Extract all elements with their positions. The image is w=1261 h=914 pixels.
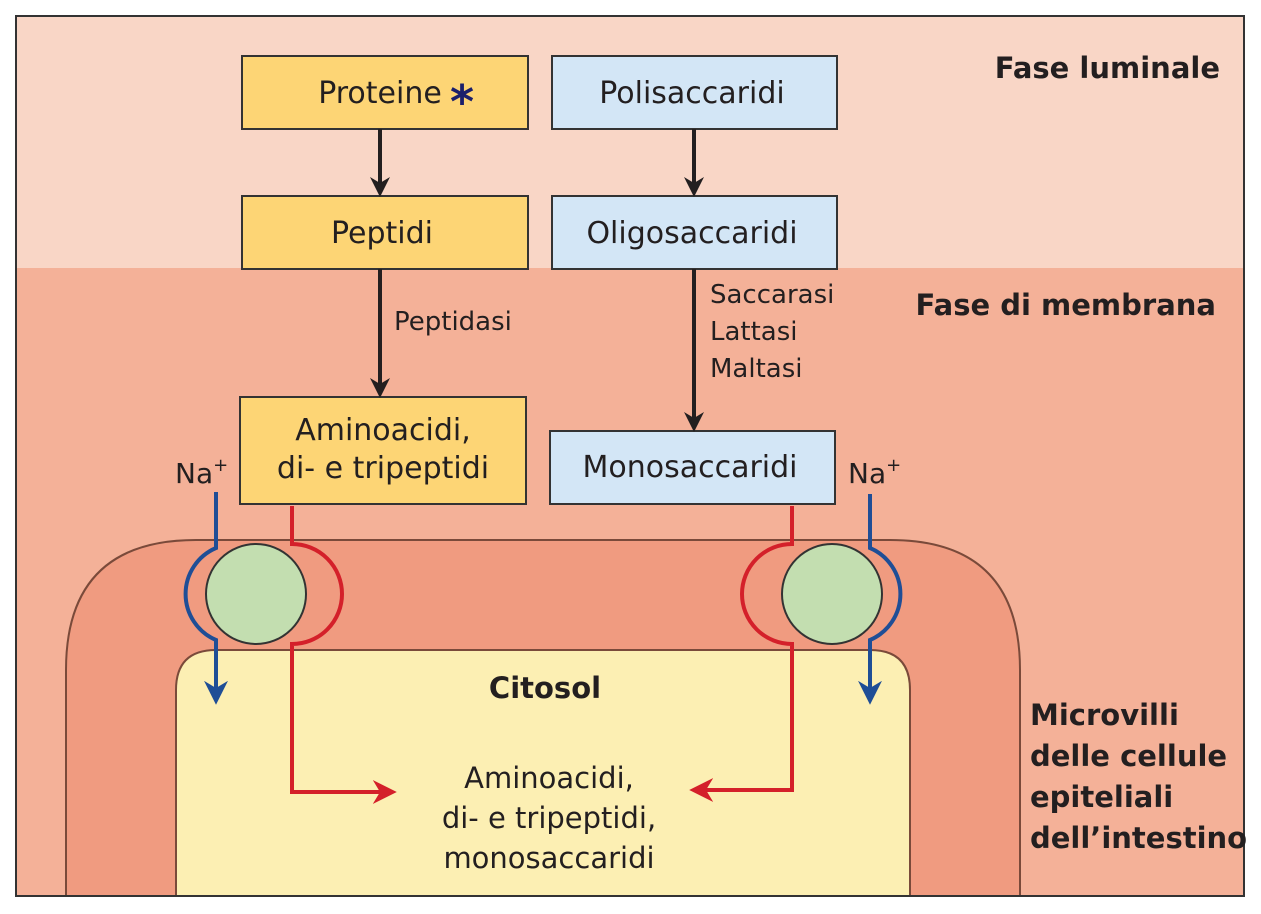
peptides-box: Peptidi bbox=[241, 195, 529, 270]
proteins-label: Proteine bbox=[318, 76, 442, 111]
asterisk-icon: * bbox=[450, 75, 474, 129]
sodium-flow-left bbox=[183, 492, 228, 705]
oligosaccharides-box: Oligosaccaridi bbox=[551, 195, 838, 270]
saccharase-label: Saccarasi bbox=[710, 280, 834, 310]
sodium-right-label: Na+ bbox=[848, 455, 901, 490]
microvilli-label-line: Microvilli bbox=[1030, 698, 1179, 732]
diagram-frame bbox=[15, 15, 1245, 897]
peptides-label: Peptidi bbox=[331, 216, 433, 251]
sodium-left-sup: + bbox=[213, 455, 228, 476]
lactase-label: Lattasi bbox=[710, 317, 798, 347]
amino-acids-box: Aminoacidi, di- e tripeptidi bbox=[239, 396, 527, 505]
polysaccharides-label: Polisaccaridi bbox=[599, 76, 784, 111]
amino-acid-flow-left bbox=[290, 506, 397, 804]
monosaccharide-flow-right bbox=[689, 506, 794, 802]
microvilli-label: Microvilli delle cellule epiteliali dell… bbox=[1030, 698, 1247, 855]
sodium-right-base: Na bbox=[848, 457, 886, 490]
polysaccharides-box: Polisaccaridi bbox=[551, 55, 838, 130]
sodium-left-base: Na bbox=[175, 457, 213, 490]
peptidase-label: Peptidasi bbox=[394, 307, 512, 337]
proteins-box: Proteine * bbox=[241, 55, 529, 130]
microvilli-label-line: delle cellule bbox=[1030, 739, 1227, 773]
transporter-right bbox=[781, 543, 883, 645]
sodium-left-label: Na+ bbox=[175, 455, 228, 490]
amino-acids-label: di- e tripeptidi bbox=[277, 451, 489, 486]
amino-acids-label: Aminoacidi, bbox=[295, 413, 471, 448]
oligosaccharides-label: Oligosaccaridi bbox=[586, 216, 797, 251]
monosaccharides-box: Monosaccaridi bbox=[549, 430, 836, 505]
cytosol-products-line: di- e tripeptidi, bbox=[442, 801, 656, 835]
microvilli-label-line: epiteliali bbox=[1030, 780, 1173, 814]
sodium-right-sup: + bbox=[886, 455, 901, 476]
sodium-flow-right bbox=[858, 494, 903, 705]
cytosol-products-line: monosaccaridi bbox=[443, 841, 654, 875]
membrane-phase-label: Fase di membrana bbox=[916, 288, 1216, 322]
cytosol-products-line: Aminoacidi, bbox=[464, 761, 634, 795]
luminal-phase-label: Fase luminale bbox=[995, 51, 1220, 85]
monosaccharides-label: Monosaccaridi bbox=[582, 450, 797, 485]
microvilli-label-line: dell’intestino bbox=[1030, 821, 1247, 855]
maltase-label: Maltasi bbox=[710, 354, 803, 384]
transporter-left bbox=[205, 543, 307, 645]
cytosol-title: Citosol bbox=[489, 671, 601, 705]
